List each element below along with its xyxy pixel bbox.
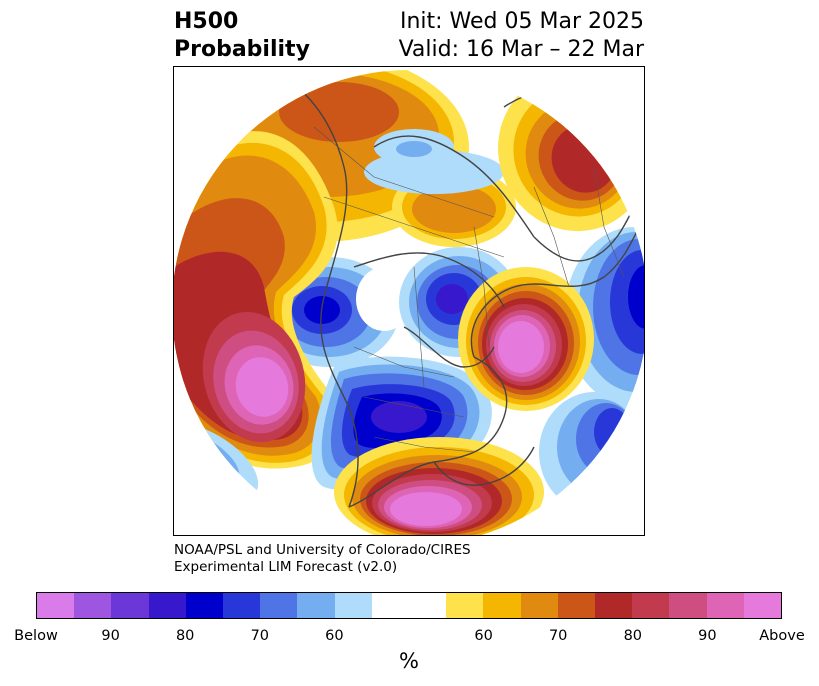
colorbar-segment <box>111 593 149 618</box>
credit-line-1: NOAA/PSL and University of Colorado/CIRE… <box>174 542 471 558</box>
colorbar-segment <box>557 593 596 618</box>
coastlines <box>283 76 644 508</box>
colorbar-segment <box>148 593 186 618</box>
colorbar-tick-label: 70 <box>250 628 270 644</box>
above-southeast-us <box>334 437 544 535</box>
title-line-1: H500 <box>174 9 239 34</box>
colorbar-segment <box>37 593 75 618</box>
colorbar <box>36 592 782 619</box>
probability-map <box>174 70 644 535</box>
colorbar-segment <box>223 593 261 618</box>
valid-date: Valid: 16 Mar – 22 Mar <box>398 37 644 62</box>
title-line-2: Probability <box>174 37 310 62</box>
colorbar-segment <box>74 593 112 618</box>
above-pacific-west-coast <box>174 131 340 469</box>
colorbar-segment <box>371 593 410 618</box>
neutral-pole <box>356 267 412 331</box>
below-southern-europe <box>564 227 644 407</box>
colorbar-tick-label: 70 <box>548 628 568 644</box>
colorbar-tick-label: 60 <box>474 628 493 644</box>
colorbar-segment <box>297 593 335 618</box>
below-subtropical-atlantic <box>539 392 644 512</box>
colorbar-segment <box>185 593 224 618</box>
colorbar-tick-label: 80 <box>175 628 195 644</box>
title-block: H500 Probability <box>174 8 310 64</box>
credit-line-2: Experimental LIM Forecast (v2.0) <box>174 559 398 575</box>
above-north-atlantic <box>458 267 594 411</box>
colorbar-tick-label: 90 <box>101 628 120 644</box>
init-date: Init: Wed 05 Mar 2025 <box>399 9 644 34</box>
colorbar-segment <box>595 593 633 618</box>
borders <box>313 126 625 453</box>
colorbar-segment <box>743 593 782 618</box>
colorbar-segment <box>520 593 558 618</box>
colorbar-tick-label: 60 <box>325 628 344 644</box>
colorbar-segment <box>334 593 372 618</box>
colorbar-segment <box>446 593 484 618</box>
colorbar-segment <box>483 593 521 618</box>
colorbar-segment <box>409 593 447 618</box>
date-block: Init: Wed 05 Mar 2025 Valid: 16 Mar – 22… <box>399 8 644 64</box>
map-disk <box>174 70 644 535</box>
colorbar-tick-label: Above <box>759 628 805 644</box>
colorbar-segment <box>669 593 707 618</box>
map-panel <box>173 66 645 536</box>
credit-block: NOAA/PSL and University of Colorado/CIRE… <box>174 542 471 576</box>
colorbar-tick-label: Below <box>14 628 58 644</box>
colorbar-segment <box>706 593 744 618</box>
colorbar-unit: % <box>399 649 419 673</box>
colorbar-tick-label: 80 <box>623 628 643 644</box>
colorbar-segment <box>632 593 670 618</box>
colorbar-tick-label: 90 <box>698 628 717 644</box>
colorbar-segment <box>260 593 298 618</box>
